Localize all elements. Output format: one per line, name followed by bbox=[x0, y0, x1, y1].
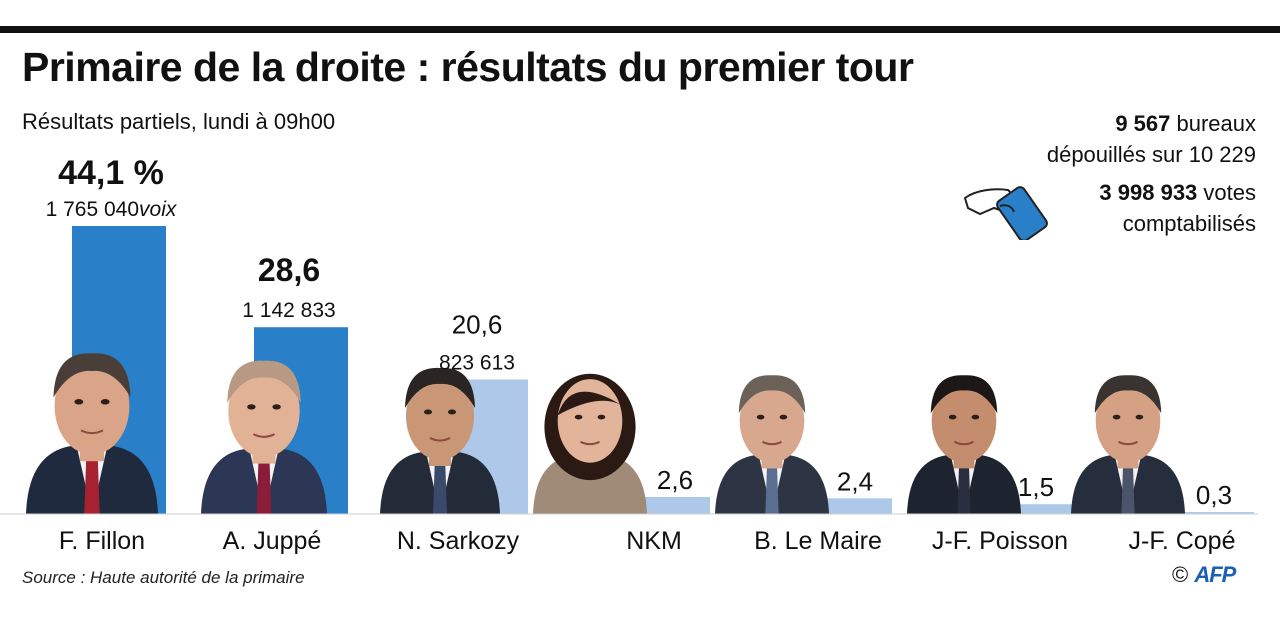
photo-eye bbox=[948, 414, 957, 420]
photo-eye bbox=[1135, 414, 1144, 420]
bureaux-line: 9 567 bureaux bbox=[1047, 108, 1256, 139]
photo-mouth bbox=[762, 440, 782, 446]
photo-eye bbox=[100, 399, 110, 405]
photo-mouth bbox=[580, 440, 600, 446]
category-label: NKM bbox=[626, 527, 682, 555]
photo-eye bbox=[574, 414, 583, 420]
votes-label: 823 613 bbox=[439, 351, 515, 374]
photo-mouth bbox=[954, 440, 974, 446]
bar bbox=[640, 497, 710, 514]
category-label: J-F. Copé bbox=[1129, 527, 1236, 555]
photo-hair bbox=[930, 375, 998, 414]
votes-stats: 3 998 933 votes comptabilisés bbox=[1099, 177, 1256, 239]
candidate-photo bbox=[26, 353, 158, 514]
photo-eye bbox=[597, 414, 606, 420]
ballot-hand-icon bbox=[963, 186, 1048, 240]
category-label: A. Juppé bbox=[223, 527, 322, 555]
candidate-photo bbox=[715, 375, 829, 514]
afp-logo: AFP bbox=[1194, 562, 1236, 587]
photo-face bbox=[931, 379, 997, 463]
photo-eye bbox=[1112, 414, 1121, 420]
photo-mouth bbox=[429, 437, 451, 442]
bar bbox=[1174, 512, 1254, 514]
photo-face bbox=[228, 364, 300, 458]
photo-hair bbox=[738, 375, 806, 414]
value-label: 0,3 bbox=[1196, 480, 1232, 510]
photo-tie bbox=[256, 453, 272, 514]
chart-subtitle: Résultats partiels, lundi à 09h00 bbox=[22, 109, 336, 134]
photo-tie bbox=[84, 450, 100, 514]
value-label: 28,6 bbox=[258, 252, 320, 288]
source-note: Source : Haute autorité de la primaire bbox=[22, 568, 305, 587]
bureaux-count: 9 567 bbox=[1115, 111, 1171, 136]
candidate-photo bbox=[907, 375, 1021, 514]
top-rule bbox=[0, 26, 1280, 33]
value-label: 2,4 bbox=[837, 466, 873, 496]
photo-eye bbox=[756, 414, 765, 420]
photo-face bbox=[1095, 379, 1161, 463]
photo-mouth bbox=[80, 429, 104, 435]
photo-eye bbox=[74, 399, 84, 405]
photo-tie bbox=[1121, 458, 1135, 514]
photo-eye bbox=[779, 414, 788, 420]
bar bbox=[818, 498, 892, 514]
photo-eye bbox=[272, 404, 281, 410]
bureaux-text: bureaux bbox=[1170, 111, 1256, 136]
photo-face bbox=[739, 379, 805, 463]
photo-hair bbox=[405, 367, 475, 408]
photo-hair bbox=[227, 360, 301, 403]
value-label: 20,6 bbox=[452, 309, 503, 339]
votes-count: 3 998 933 bbox=[1099, 180, 1198, 205]
photo-hair bbox=[53, 353, 131, 398]
photo-fringe bbox=[557, 391, 623, 416]
candidate-photo bbox=[1071, 375, 1185, 514]
copyright-symbol: © bbox=[1172, 562, 1189, 587]
category-label: B. Le Maire bbox=[754, 527, 882, 555]
photo-mouth bbox=[253, 433, 275, 438]
photo-face bbox=[557, 379, 623, 463]
bureaux-line2: dépouillés sur 10 229 bbox=[1046, 142, 1256, 167]
candidate-photo bbox=[201, 360, 327, 514]
photo-eye bbox=[448, 409, 456, 415]
photo-suit bbox=[533, 455, 647, 514]
category-label: J-F. Poisson bbox=[932, 527, 1068, 555]
photo-eye bbox=[971, 414, 980, 420]
category-label: F. Fillon bbox=[59, 527, 145, 555]
candidate-photo bbox=[380, 367, 500, 514]
counting-stats: 9 567 bureaux dépouillés sur 10 229 bbox=[1047, 108, 1256, 170]
credit: © AFP bbox=[1172, 562, 1236, 588]
candidate-photo bbox=[533, 373, 647, 514]
photo-tie bbox=[957, 458, 971, 514]
votes-label: 1 142 833 bbox=[242, 299, 335, 322]
photo-tie bbox=[765, 458, 779, 514]
value-label: 44,1 % bbox=[58, 154, 164, 192]
votes-text: votes bbox=[1197, 180, 1256, 205]
photo-eye bbox=[424, 409, 432, 415]
photo-tie bbox=[433, 456, 447, 514]
chart-title: Primaire de la droite : résultats du pre… bbox=[22, 44, 914, 90]
votes-line2: comptabilisés bbox=[1122, 211, 1256, 236]
photo-hair bbox=[1094, 375, 1162, 414]
category-label: N. Sarkozy bbox=[397, 527, 520, 555]
photo-face bbox=[54, 357, 130, 455]
votes-label: 1 765 040voix bbox=[46, 198, 178, 221]
votes-line: 3 998 933 votes bbox=[1099, 177, 1256, 208]
bar bbox=[1000, 504, 1072, 514]
value-label: 1,5 bbox=[1018, 472, 1054, 502]
photo-face bbox=[406, 372, 474, 460]
photo-eye bbox=[247, 404, 256, 410]
value-label: 2,6 bbox=[657, 465, 693, 495]
photo-mouth bbox=[1118, 440, 1138, 446]
